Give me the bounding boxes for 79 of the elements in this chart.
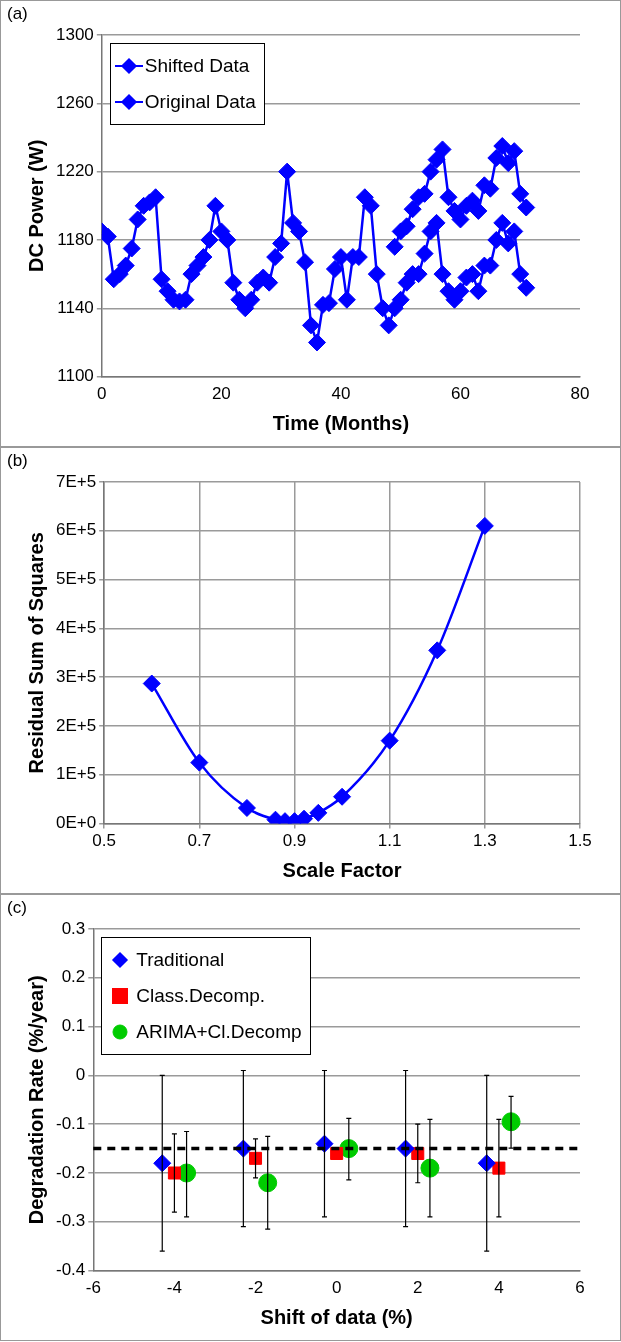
x-tick-label: 1.5 bbox=[568, 831, 592, 851]
y-tick-label: 1140 bbox=[57, 297, 94, 317]
point bbox=[309, 803, 328, 822]
point bbox=[511, 184, 530, 203]
y-tick-label: 1180 bbox=[57, 229, 94, 249]
x-axis-title: Time (Months) bbox=[272, 411, 410, 434]
x-tick-label: 0 bbox=[331, 1278, 342, 1298]
x-tick-label: -2 bbox=[247, 1278, 264, 1298]
point bbox=[403, 200, 422, 219]
point bbox=[167, 1166, 181, 1180]
y-tick-label: -0.4 bbox=[56, 1260, 86, 1280]
point bbox=[190, 753, 209, 772]
point bbox=[237, 798, 256, 817]
point bbox=[427, 150, 446, 169]
point bbox=[499, 154, 518, 173]
text: (a) bbox=[7, 4, 28, 24]
y-tick-label: 1220 bbox=[55, 161, 94, 181]
x-tick-label: 2 bbox=[413, 1278, 423, 1298]
x-tick-label: 6 bbox=[575, 1278, 585, 1298]
point bbox=[428, 641, 447, 660]
y-tick-label: 0.3 bbox=[61, 918, 86, 938]
text: (c) bbox=[7, 898, 27, 918]
legend-label: Shifted Data bbox=[144, 55, 250, 77]
point bbox=[469, 201, 488, 220]
y-tick-label: 0 bbox=[75, 1065, 86, 1085]
y-tick-label: 0E+0 bbox=[55, 813, 97, 833]
x-tick-label: -4 bbox=[166, 1278, 182, 1298]
x-tick-label: 60 bbox=[450, 384, 470, 404]
y-tick-label: -0.1 bbox=[56, 1113, 86, 1133]
legend-label: Original Data bbox=[144, 91, 256, 113]
legend-label: Class.Decomp. bbox=[136, 985, 266, 1007]
y-tick-label: 1260 bbox=[55, 93, 94, 113]
x-tick-label: -6 bbox=[85, 1278, 101, 1298]
y-tick-label: -0.3 bbox=[56, 1211, 86, 1231]
x-axis-title: Scale Factor bbox=[282, 858, 402, 881]
y-axis-title: Degradation Rate (%/year) bbox=[24, 975, 47, 1225]
x-tick-label: 1.3 bbox=[473, 831, 497, 851]
point bbox=[493, 137, 512, 156]
y-tick-label: 7E+5 bbox=[55, 471, 97, 491]
x-tick-label: 0.5 bbox=[92, 831, 116, 851]
point bbox=[142, 674, 161, 693]
y-tick-label: 6E+5 bbox=[55, 520, 97, 540]
y-tick-label: 1300 bbox=[55, 24, 94, 44]
point bbox=[397, 217, 416, 236]
y-tick-label: 5E+5 bbox=[55, 569, 97, 589]
y-tick-label: 0.2 bbox=[61, 967, 86, 987]
y-tick-label: 2E+5 bbox=[55, 715, 97, 735]
x-tick-label: 40 bbox=[331, 384, 351, 404]
point bbox=[258, 1173, 278, 1193]
x-tick-label: 0.9 bbox=[282, 831, 307, 851]
point bbox=[487, 148, 506, 167]
point bbox=[439, 188, 458, 207]
x-tick-label: 80 bbox=[570, 384, 590, 404]
y-tick-label: 1E+5 bbox=[55, 764, 97, 784]
y-tick-label: 3E+5 bbox=[55, 666, 97, 686]
y-axis-title: DC Power (W) bbox=[24, 139, 47, 272]
x-tick-label: 4 bbox=[494, 1278, 504, 1298]
point bbox=[421, 162, 440, 181]
y-tick-label: -0.2 bbox=[56, 1162, 86, 1182]
legend-label: Traditional bbox=[136, 949, 225, 971]
point bbox=[517, 198, 536, 217]
point bbox=[505, 142, 524, 161]
point bbox=[451, 210, 470, 229]
x-tick-label: 1.1 bbox=[377, 831, 402, 851]
point bbox=[475, 516, 494, 535]
x-tick-label: 20 bbox=[211, 384, 231, 404]
y-axis-title: Residual Sum of Squares bbox=[24, 532, 47, 774]
point bbox=[385, 237, 404, 256]
y-tick-label: 1100 bbox=[57, 366, 94, 386]
point bbox=[249, 1151, 263, 1165]
x-axis-title: Shift of data (%) bbox=[260, 1305, 413, 1328]
y-tick-label: 0.1 bbox=[61, 1016, 86, 1036]
point bbox=[333, 787, 352, 806]
legend-label: ARIMA+Cl.Decomp bbox=[136, 1021, 302, 1043]
x-tick-label: 0.7 bbox=[187, 831, 212, 851]
text: (b) bbox=[7, 451, 28, 471]
point bbox=[380, 731, 399, 750]
point bbox=[433, 140, 452, 159]
y-tick-label: 4E+5 bbox=[55, 618, 97, 638]
